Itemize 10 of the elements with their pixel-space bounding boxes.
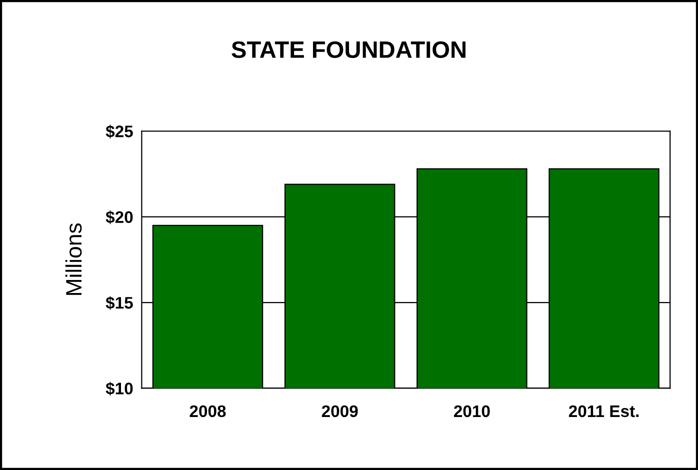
y-tick-label: $25 — [106, 124, 133, 138]
y-axis-title: Millions — [65, 223, 82, 295]
y-tick-label: $10 — [106, 382, 133, 396]
x-tick-label: 2009 — [322, 405, 358, 418]
y-tick-label: $20 — [106, 210, 133, 224]
x-tick-label: 2008 — [190, 405, 226, 418]
y-tick-label: $15 — [106, 296, 133, 310]
chart-title: STATE FOUNDATION — [232, 41, 466, 58]
x-tick-label: 2011 Est. — [568, 405, 639, 418]
x-tick-label: 2010 — [454, 405, 490, 418]
